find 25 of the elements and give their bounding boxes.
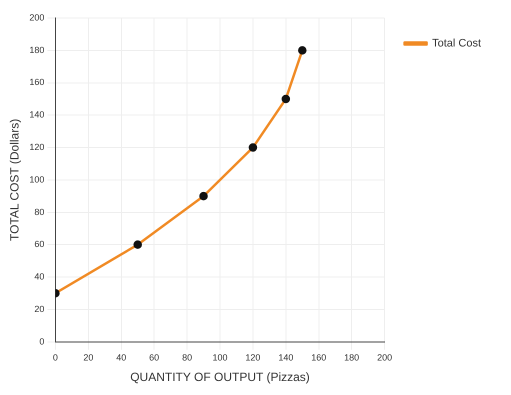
x-axis-title: QUANTITY OF OUTPUT (Pizzas) — [130, 370, 310, 384]
x-tick-label: 120 — [245, 352, 260, 363]
x-tick-label: 40 — [116, 352, 126, 363]
y-tick-label: 160 — [29, 77, 44, 88]
x-tick-label: 180 — [344, 352, 360, 363]
y-tick-label: 120 — [29, 142, 44, 152]
y-axis-title: TOTAL COST (Dollars) — [8, 118, 22, 242]
x-tick-label: 0 — [52, 352, 58, 363]
x-tick-label: 60 — [149, 352, 160, 363]
x-tick-label: 80 — [182, 352, 192, 363]
y-tick-label: 0 — [39, 336, 44, 346]
y-tick-label: 180 — [29, 44, 44, 55]
y-tick-label: 140 — [29, 110, 44, 120]
x-tick-label: 100 — [212, 352, 228, 363]
x-tick-label: 200 — [377, 352, 392, 363]
x-tick-label: 20 — [83, 352, 94, 363]
y-tick-label: 200 — [29, 12, 44, 22]
y-tick-label: 40 — [34, 272, 44, 282]
y-tick-label: 20 — [34, 304, 44, 314]
x-tick-label: 140 — [278, 352, 294, 363]
y-tick-label: 80 — [34, 206, 44, 217]
y-tick-label: 60 — [34, 239, 44, 250]
x-tick-label: 160 — [311, 352, 326, 363]
legend-label: Total Cost — [432, 38, 482, 50]
y-tick-label: 100 — [29, 174, 44, 184]
